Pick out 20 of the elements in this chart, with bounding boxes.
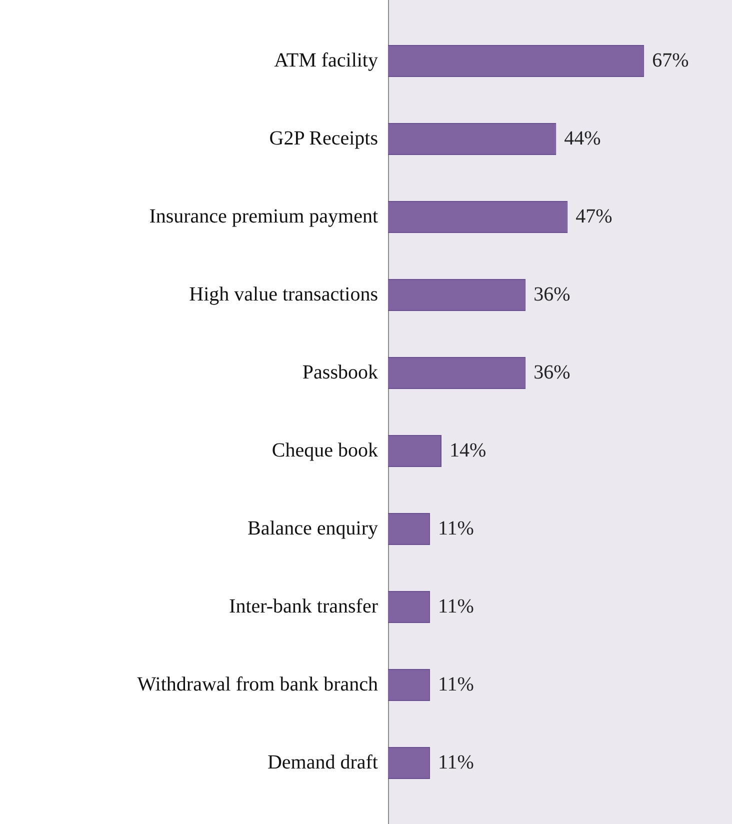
y-tick-label: Demand draft <box>267 751 378 774</box>
data-label: 47% <box>576 205 612 228</box>
y-tick-label: High value transactions <box>189 283 378 306</box>
data-label: 44% <box>564 127 601 150</box>
y-tick-label: G2P Receipts <box>269 127 378 150</box>
y-tick-label: Insurance premium payment <box>149 205 378 228</box>
y-tick-label: Passbook <box>302 361 378 384</box>
y-tick-label: ATM facility <box>274 49 378 72</box>
data-label: 36% <box>534 361 570 384</box>
y-tick-label: Cheque book <box>272 439 378 462</box>
data-label: 36% <box>534 283 570 306</box>
y-tick-label: Balance enquiry <box>248 517 378 540</box>
y-tick-label: Inter-bank transfer <box>229 595 378 618</box>
data-label: 67% <box>652 49 689 72</box>
data-label: 11% <box>438 751 474 774</box>
data-label: 11% <box>438 517 474 540</box>
y-tick-label: Withdrawal from bank branch <box>137 673 378 696</box>
data-label: 11% <box>438 595 474 618</box>
data-label: 11% <box>438 673 474 696</box>
data-label: 14% <box>450 439 486 462</box>
